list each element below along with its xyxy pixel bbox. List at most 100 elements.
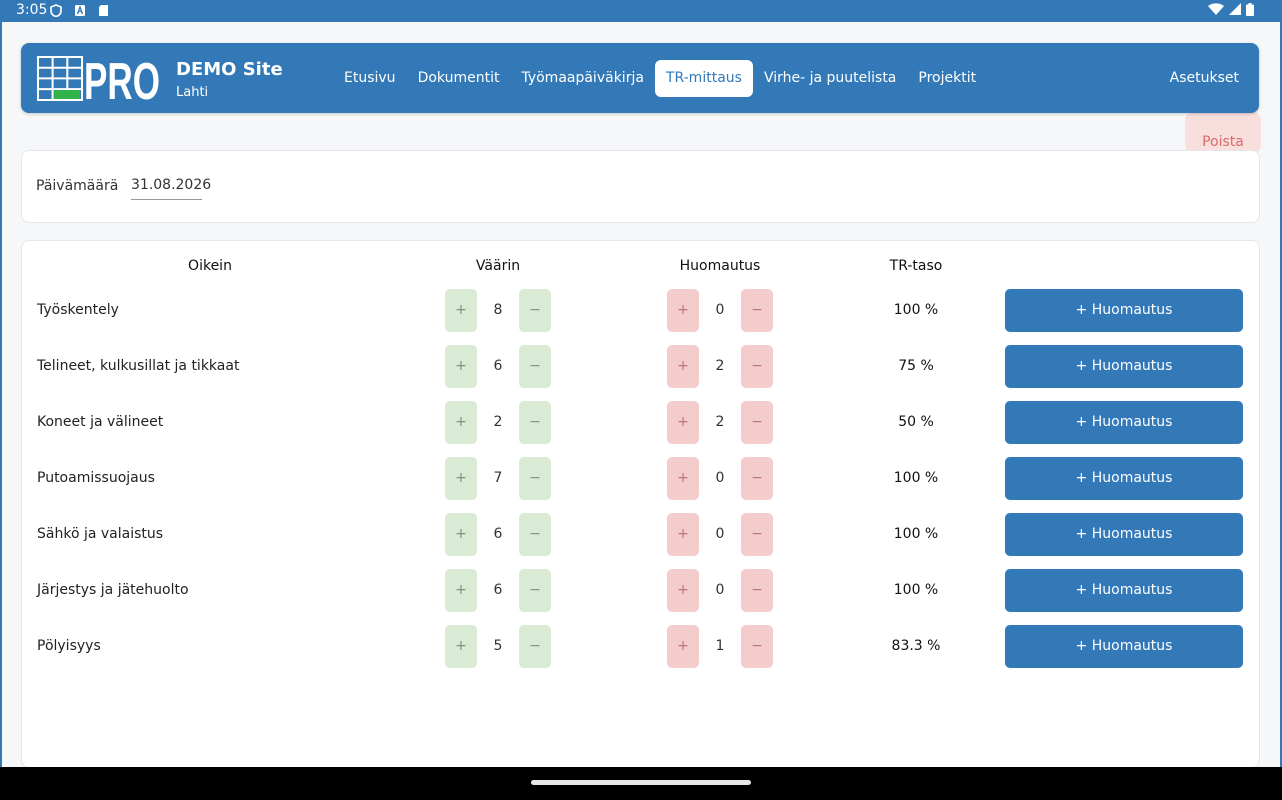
nav-tr-mittaus[interactable]: TR-mittaus bbox=[654, 60, 753, 97]
pro-logo: PRO bbox=[37, 53, 161, 111]
top-navbar: PRO DEMO Site Lahti Etusivu Dokumentit T… bbox=[21, 43, 1259, 113]
wrong-count: 0 bbox=[715, 470, 725, 486]
signal-icon bbox=[1229, 3, 1241, 15]
tr-level: 83.3 % bbox=[891, 638, 941, 654]
row-label: Telineet, kulkusillat ja tikkaat bbox=[37, 358, 240, 374]
wrong-count: 0 bbox=[715, 582, 725, 598]
site-name: DEMO Site bbox=[176, 59, 283, 80]
table-row: Telineet, kulkusillat ja tikkaat + 6 − +… bbox=[22, 345, 1259, 389]
header-note: Huomautus bbox=[679, 258, 761, 274]
correct-plus-button[interactable]: + bbox=[445, 625, 477, 668]
correct-minus-button[interactable]: − bbox=[519, 457, 551, 500]
measurement-table: Oikein Väärin Huomautus TR-taso Työskent… bbox=[21, 240, 1260, 767]
a-icon bbox=[75, 5, 85, 16]
nav-projektit[interactable]: Projektit bbox=[918, 70, 977, 86]
table-row: Järjestys ja jätehuolto + 6 − + 0 − 100 … bbox=[22, 569, 1259, 613]
nav-virhe-puutelista[interactable]: Virhe- ja puutelista bbox=[763, 70, 897, 86]
table-row: Sähkö ja valaistus + 6 − + 0 − 100 % + H… bbox=[22, 513, 1259, 557]
row-label: Sähkö ja valaistus bbox=[37, 526, 164, 542]
add-note-button[interactable]: + Huomautus bbox=[1005, 569, 1243, 612]
nav-tyomaapaivakirja[interactable]: Työmaapäiväkirja bbox=[521, 70, 644, 86]
site-city: Lahti bbox=[176, 85, 209, 100]
wrong-minus-button[interactable]: − bbox=[741, 345, 773, 388]
wrong-minus-button[interactable]: − bbox=[741, 401, 773, 444]
row-label: Työskentely bbox=[37, 302, 119, 318]
nav-menu: Etusivu Dokumentit Työmaapäiväkirja TR-m… bbox=[333, 60, 987, 97]
correct-plus-button[interactable]: + bbox=[445, 457, 477, 500]
nav-dokumentit[interactable]: Dokumentit bbox=[417, 70, 500, 86]
correct-minus-button[interactable]: − bbox=[519, 513, 551, 556]
wrong-minus-button[interactable]: − bbox=[741, 513, 773, 556]
correct-count: 5 bbox=[493, 638, 503, 654]
row-label: Järjestys ja jätehuolto bbox=[37, 582, 189, 598]
wrong-minus-button[interactable]: − bbox=[741, 625, 773, 668]
wrong-count: 2 bbox=[715, 358, 725, 374]
wrong-minus-button[interactable]: − bbox=[741, 569, 773, 612]
add-note-button[interactable]: + Huomautus bbox=[1005, 625, 1243, 668]
add-note-button[interactable]: + Huomautus bbox=[1005, 457, 1243, 500]
wrong-count: 2 bbox=[715, 414, 725, 430]
add-note-button[interactable]: + Huomautus bbox=[1005, 345, 1243, 388]
wrong-plus-button[interactable]: + bbox=[667, 345, 699, 388]
correct-count: 6 bbox=[493, 526, 503, 542]
wrong-count: 1 bbox=[715, 638, 725, 654]
table-row: Pölyisyys + 5 − + 1 − 83.3 % + Huomautus bbox=[22, 625, 1259, 669]
correct-count: 7 bbox=[493, 470, 503, 486]
wrong-plus-button[interactable]: + bbox=[667, 625, 699, 668]
correct-minus-button[interactable]: − bbox=[519, 401, 551, 444]
shield-icon bbox=[50, 4, 62, 17]
table-row: Putoamissuojaus + 7 − + 0 − 100 % + Huom… bbox=[22, 457, 1259, 501]
tr-level: 50 % bbox=[898, 414, 934, 430]
header-wrong: Väärin bbox=[475, 258, 521, 274]
add-note-button[interactable]: + Huomautus bbox=[1005, 401, 1243, 444]
row-label: Putoamissuojaus bbox=[37, 470, 155, 486]
settings-link[interactable]: Asetukset bbox=[1169, 70, 1239, 86]
correct-plus-button[interactable]: + bbox=[445, 569, 477, 612]
tr-level: 100 % bbox=[893, 470, 939, 486]
correct-count: 6 bbox=[493, 582, 503, 598]
correct-minus-button[interactable]: − bbox=[519, 569, 551, 612]
correct-plus-button[interactable]: + bbox=[445, 289, 477, 332]
svg-text:PRO: PRO bbox=[84, 56, 160, 101]
tr-level: 100 % bbox=[893, 582, 939, 598]
correct-count: 6 bbox=[493, 358, 503, 374]
correct-minus-button[interactable]: − bbox=[519, 289, 551, 332]
wrong-count: 0 bbox=[715, 302, 725, 318]
correct-count: 2 bbox=[493, 414, 503, 430]
row-label: Koneet ja välineet bbox=[37, 414, 164, 430]
system-nav-bar bbox=[0, 767, 1282, 800]
add-note-button[interactable]: + Huomautus bbox=[1005, 289, 1243, 332]
add-note-button[interactable]: + Huomautus bbox=[1005, 513, 1243, 556]
tr-level: 100 % bbox=[893, 302, 939, 318]
date-field[interactable]: 31.08.2026 bbox=[131, 177, 211, 200]
wrong-count: 0 bbox=[715, 526, 725, 542]
correct-plus-button[interactable]: + bbox=[445, 401, 477, 444]
date-label: Päivämäärä bbox=[36, 178, 119, 194]
table-row: Koneet ja välineet + 2 − + 2 − 50 % + Hu… bbox=[22, 401, 1259, 445]
correct-minus-button[interactable]: − bbox=[519, 345, 551, 388]
status-time: 3:05 bbox=[16, 2, 48, 18]
wifi-icon bbox=[1208, 3, 1224, 15]
wrong-plus-button[interactable]: + bbox=[667, 401, 699, 444]
wrong-minus-button[interactable]: − bbox=[741, 289, 773, 332]
correct-count: 8 bbox=[493, 302, 503, 318]
delete-button[interactable]: Poista bbox=[1185, 112, 1261, 153]
app-window: Poista PRO DEMO Site Lahti Etusivu Dokum… bbox=[2, 22, 1280, 767]
tr-level: 100 % bbox=[893, 526, 939, 542]
wrong-plus-button[interactable]: + bbox=[667, 513, 699, 556]
wrong-minus-button[interactable]: − bbox=[741, 457, 773, 500]
wrong-plus-button[interactable]: + bbox=[667, 569, 699, 612]
header-correct: Oikein bbox=[188, 258, 232, 274]
battery-icon bbox=[1246, 3, 1254, 16]
tr-level: 75 % bbox=[898, 358, 934, 374]
wrong-plus-button[interactable]: + bbox=[667, 457, 699, 500]
date-card: Päivämäärä 31.08.2026 bbox=[21, 150, 1260, 223]
nav-etusivu[interactable]: Etusivu bbox=[344, 70, 396, 86]
status-bar: 3:05 bbox=[0, 0, 1282, 22]
correct-plus-button[interactable]: + bbox=[445, 513, 477, 556]
correct-plus-button[interactable]: + bbox=[445, 345, 477, 388]
home-handle[interactable] bbox=[531, 780, 751, 785]
wrong-plus-button[interactable]: + bbox=[667, 289, 699, 332]
row-label: Pölyisyys bbox=[37, 638, 101, 654]
correct-minus-button[interactable]: − bbox=[519, 625, 551, 668]
